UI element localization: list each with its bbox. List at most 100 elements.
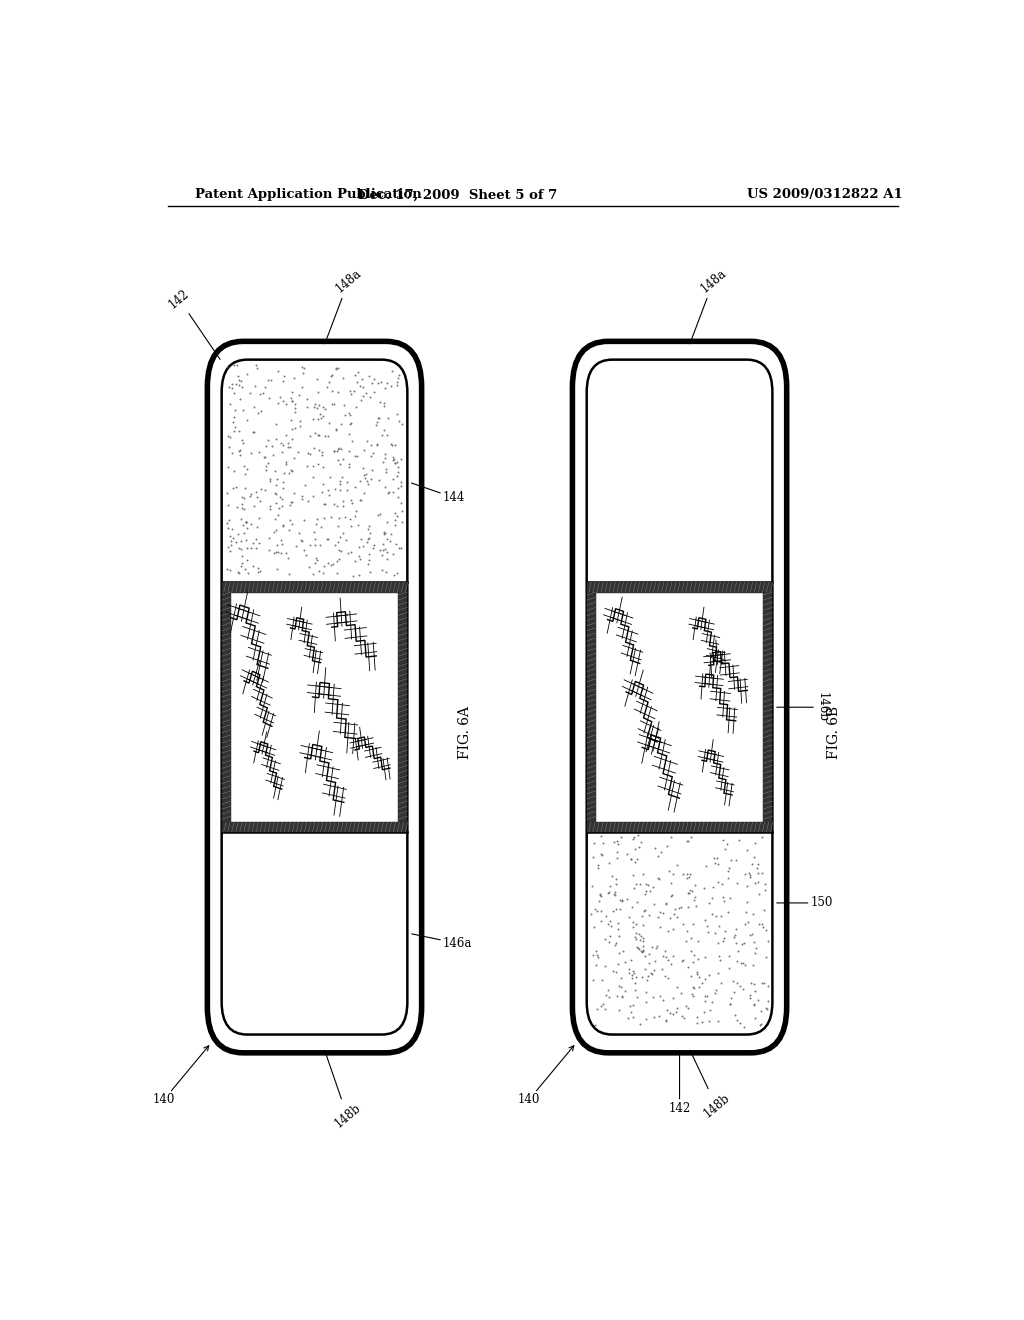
- Point: [374, 545, 390, 566]
- Point: [647, 950, 664, 972]
- Point: [626, 1007, 642, 1028]
- Point: [309, 368, 326, 389]
- Point: [284, 418, 300, 440]
- Point: [378, 462, 394, 483]
- Point: [238, 478, 254, 499]
- Point: [219, 356, 236, 378]
- FancyBboxPatch shape: [207, 342, 422, 1053]
- Point: [269, 504, 286, 525]
- Point: [637, 945, 653, 966]
- Point: [384, 360, 400, 381]
- Point: [251, 508, 267, 529]
- Point: [394, 511, 411, 532]
- Point: [609, 847, 626, 869]
- Point: [690, 931, 707, 952]
- Point: [379, 541, 395, 562]
- Point: [604, 900, 621, 921]
- Point: [347, 364, 364, 385]
- Point: [233, 376, 250, 397]
- Point: [665, 987, 681, 1008]
- Point: [379, 548, 395, 569]
- Point: [267, 428, 284, 449]
- Point: [707, 853, 723, 874]
- Point: [681, 883, 697, 904]
- Point: [262, 469, 279, 490]
- Point: [621, 906, 637, 927]
- Point: [221, 426, 238, 447]
- Point: [314, 457, 331, 478]
- Point: [282, 462, 298, 483]
- Point: [298, 397, 314, 418]
- Point: [632, 1014, 648, 1035]
- Point: [679, 830, 695, 851]
- Point: [308, 549, 325, 570]
- Point: [733, 933, 750, 954]
- Point: [280, 432, 296, 453]
- Point: [388, 562, 404, 583]
- Point: [680, 896, 696, 917]
- Point: [249, 358, 265, 379]
- Point: [263, 436, 280, 457]
- Point: [665, 1003, 681, 1024]
- Point: [594, 969, 610, 990]
- Point: [756, 973, 772, 994]
- Point: [750, 989, 766, 1010]
- Point: [364, 372, 380, 393]
- Point: [366, 381, 382, 403]
- Point: [342, 413, 358, 434]
- Point: [707, 847, 723, 869]
- Point: [238, 512, 254, 533]
- Point: [669, 977, 685, 998]
- Point: [388, 533, 404, 554]
- Point: [633, 925, 649, 946]
- Point: [609, 954, 626, 975]
- Point: [635, 915, 651, 936]
- Point: [606, 883, 623, 904]
- Point: [357, 463, 374, 484]
- Point: [219, 457, 236, 478]
- Point: [594, 833, 610, 854]
- Point: [246, 397, 262, 418]
- Point: [227, 477, 244, 498]
- Point: [744, 924, 761, 945]
- Point: [318, 376, 335, 397]
- Point: [243, 513, 259, 535]
- Point: [364, 459, 380, 480]
- Point: [260, 429, 276, 450]
- Point: [305, 455, 322, 477]
- Point: [366, 368, 382, 389]
- Point: [586, 833, 602, 854]
- Point: [679, 867, 695, 888]
- Point: [391, 411, 408, 432]
- Point: [705, 887, 721, 908]
- Point: [739, 912, 756, 933]
- Point: [625, 994, 641, 1015]
- Point: [222, 540, 239, 561]
- Point: [275, 434, 292, 455]
- Point: [225, 355, 242, 376]
- Point: [637, 900, 653, 921]
- Point: [332, 479, 348, 500]
- Point: [316, 397, 333, 418]
- Point: [621, 962, 637, 983]
- Point: [358, 381, 375, 403]
- Point: [286, 367, 302, 388]
- Point: [744, 954, 761, 975]
- Point: [224, 374, 241, 395]
- Point: [239, 517, 255, 539]
- Point: [731, 1012, 748, 1034]
- Text: 148b: 148b: [690, 1051, 732, 1121]
- Point: [232, 531, 249, 552]
- Point: [284, 459, 300, 480]
- Point: [296, 510, 312, 531]
- Point: [614, 891, 631, 912]
- Point: [618, 888, 635, 909]
- Point: [225, 407, 242, 428]
- Point: [271, 387, 288, 408]
- Point: [390, 461, 407, 482]
- Point: [333, 438, 349, 459]
- Point: [278, 451, 294, 473]
- Point: [628, 929, 644, 950]
- Point: [664, 884, 680, 906]
- Point: [257, 446, 273, 467]
